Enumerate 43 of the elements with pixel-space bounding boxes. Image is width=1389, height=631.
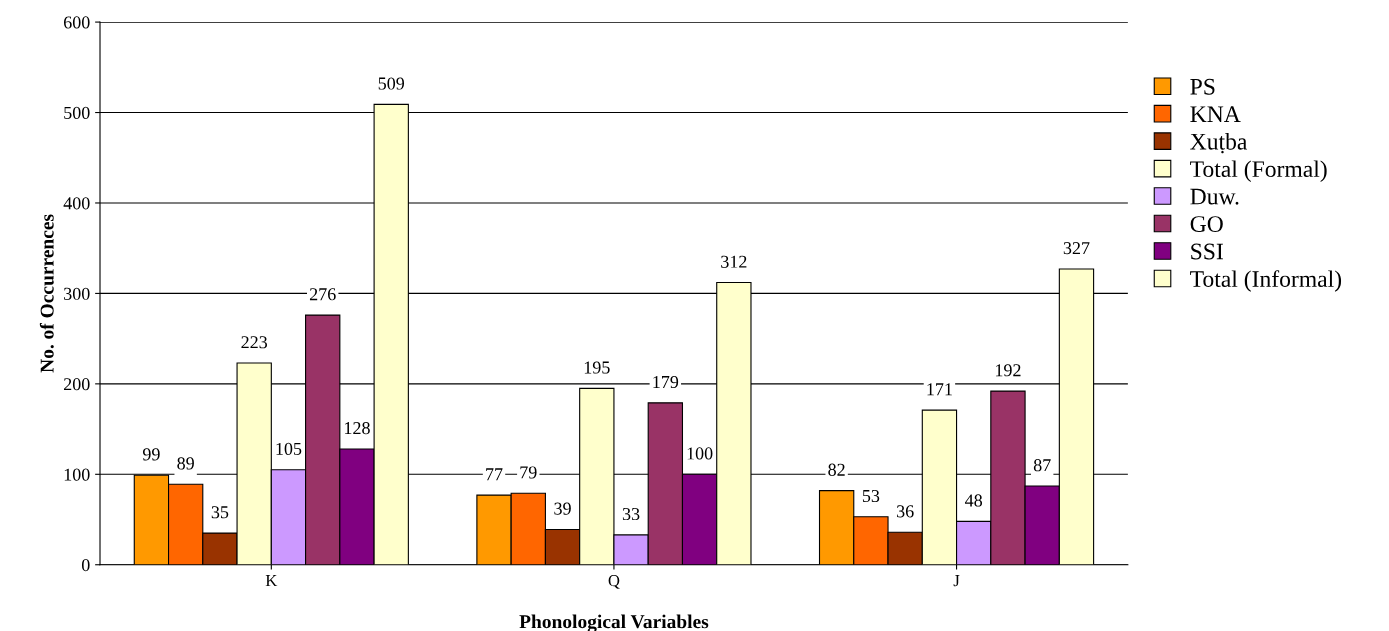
legend-label: Total (Formal)	[1190, 160, 1327, 182]
x-tick-label: Q	[608, 575, 620, 589]
data-label: 99	[142, 448, 160, 461]
y-tick-label: 600	[63, 16, 90, 29]
y-axis-title: No. of Occurrences	[39, 214, 54, 373]
data-label: 276	[309, 288, 336, 301]
data-label: 79	[520, 466, 537, 479]
data-label: 35	[211, 506, 229, 519]
data-label: 171	[927, 383, 952, 396]
legend-label: Total (Informal)	[1190, 270, 1342, 292]
data-label: 195	[584, 361, 610, 374]
data-label: 100	[687, 447, 713, 460]
data-label: 327	[1063, 242, 1090, 255]
data-label: 105	[276, 442, 302, 455]
y-tick-label: 300	[64, 287, 90, 300]
data-label: 223	[241, 336, 268, 349]
y-tick-label: 100	[64, 468, 90, 481]
legend-label: GO	[1190, 216, 1223, 233]
legend-label: Xuṭba	[1190, 133, 1248, 154]
legend-label: KNA	[1190, 106, 1241, 122]
data-label: 128	[345, 422, 370, 435]
data-label: 39	[554, 502, 571, 515]
data-label: 87	[1033, 459, 1051, 472]
y-tick-label: 0	[81, 559, 90, 572]
legend-label: Duw.	[1190, 188, 1239, 205]
data-label: 82	[828, 463, 845, 476]
y-tick-label: 400	[63, 197, 90, 210]
data-label: 53	[862, 489, 880, 503]
legend-label: PS	[1190, 78, 1215, 95]
data-label: 33	[622, 507, 640, 521]
data-label: 192	[996, 364, 1021, 377]
data-label: 36	[897, 505, 914, 518]
data-label: 77	[486, 468, 503, 481]
data-label: 48	[965, 494, 983, 507]
data-label: 179	[653, 375, 679, 389]
y-tick-label: 500	[64, 106, 90, 119]
x-tick-label: K	[265, 575, 278, 587]
data-label: 509	[378, 77, 405, 90]
y-tick-label: 200	[64, 378, 90, 391]
data-label: 89	[177, 457, 194, 470]
legend-label: SSI	[1191, 243, 1223, 260]
x-tick-label: J	[953, 575, 960, 587]
data-label: 312	[721, 255, 747, 268]
